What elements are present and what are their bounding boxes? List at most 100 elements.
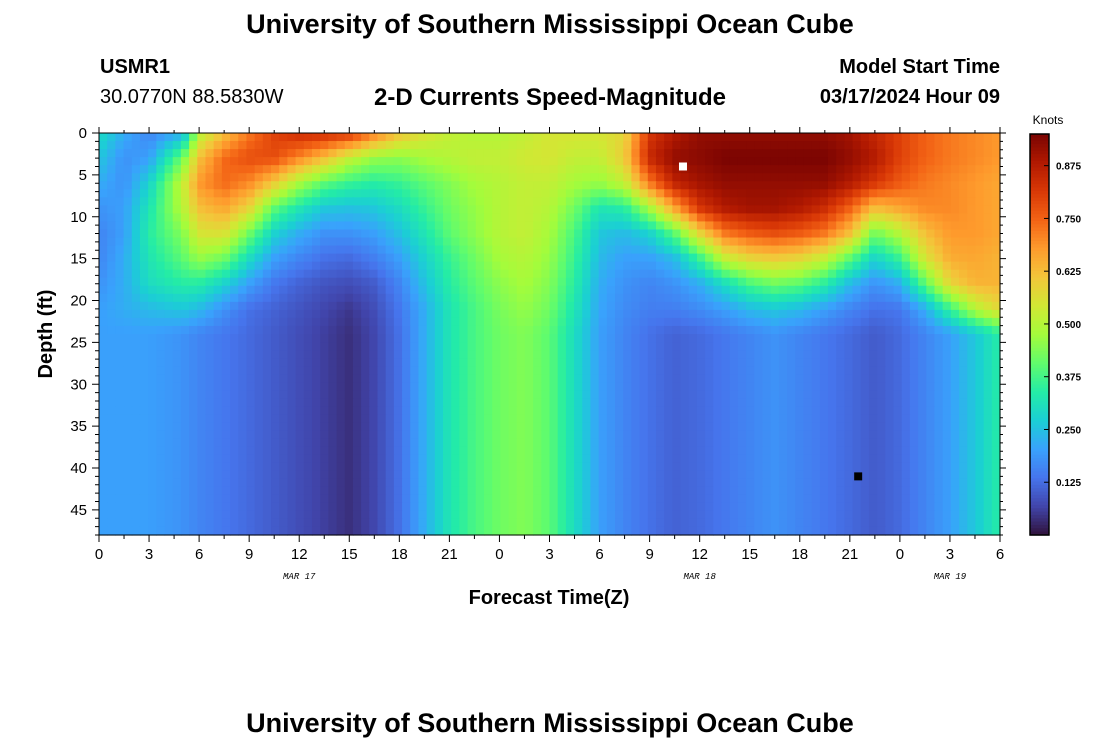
heatmap-cell [361, 342, 370, 351]
heatmap-cell [533, 422, 542, 432]
heatmap-cell [582, 309, 592, 319]
heatmap-cell [385, 414, 395, 424]
heatmap-cell [107, 141, 116, 150]
heatmap-cell [860, 398, 870, 407]
heatmap-cell [827, 350, 837, 359]
heatmap-cell [254, 334, 264, 343]
heatmap-cell [131, 189, 141, 198]
heatmap-cell [361, 422, 370, 432]
heatmap-cell [827, 446, 837, 456]
heatmap-cell [197, 462, 207, 472]
heatmap-cell [500, 173, 510, 182]
heatmap-cell [934, 149, 944, 158]
heatmap-cell [615, 374, 624, 383]
heatmap-cell [336, 462, 346, 472]
heatmap-cell [778, 181, 788, 190]
heatmap-cell [197, 229, 207, 239]
heatmap-cell [336, 494, 346, 504]
heatmap-cell [492, 221, 501, 231]
heatmap-cell [516, 438, 526, 448]
heatmap-cell [352, 205, 362, 214]
heatmap-cell [99, 350, 108, 359]
heatmap-cell [696, 197, 706, 206]
heatmap-cell [606, 414, 616, 424]
heatmap-cell [967, 237, 977, 247]
heatmap-cell [590, 478, 600, 488]
heatmap-cell [615, 414, 624, 424]
heatmap-cell [459, 309, 469, 319]
heatmap-cell [189, 253, 198, 263]
heatmap-cell [197, 141, 207, 150]
heatmap-cell [860, 189, 870, 198]
heatmap-cell [590, 414, 600, 424]
heatmap-cell [467, 422, 477, 432]
heatmap-cell [901, 285, 911, 295]
heatmap-cell [557, 309, 567, 319]
heatmap-cell [189, 350, 198, 359]
heatmap-cell [524, 454, 534, 464]
heatmap-cell [180, 398, 190, 407]
heatmap-cell [557, 350, 567, 359]
heatmap-cell [230, 446, 239, 456]
heatmap-cell [148, 213, 157, 223]
heatmap-cell [418, 430, 428, 440]
heatmap-cell [279, 470, 288, 480]
heatmap-cell [778, 398, 788, 407]
heatmap-cell [557, 342, 567, 351]
heatmap-cell [156, 414, 166, 424]
heatmap-cell [459, 245, 469, 255]
heatmap-cell [606, 189, 616, 198]
heatmap-cell [836, 277, 845, 287]
heatmap-cell [524, 317, 534, 327]
heatmap-cell [787, 414, 796, 424]
heatmap-cell [836, 398, 845, 407]
heatmap-cell [164, 197, 174, 206]
heatmap-cell [860, 261, 870, 271]
heatmap-cell [778, 269, 788, 279]
heatmap-cell [500, 390, 510, 399]
heatmap-cell [418, 213, 428, 223]
heatmap-cell [557, 181, 567, 190]
heatmap-cell [983, 382, 993, 391]
heatmap-cell [909, 430, 919, 440]
heatmap-cell [713, 189, 723, 198]
heatmap-cell [721, 301, 731, 311]
heatmap-cell [959, 438, 968, 448]
heatmap-cell [156, 205, 166, 214]
heatmap-cell [393, 157, 403, 166]
heatmap-cell [606, 229, 616, 239]
heatmap-cell [901, 173, 911, 182]
heatmap-cell [844, 285, 854, 295]
heatmap-cell [860, 374, 870, 383]
heatmap-cell [860, 237, 870, 247]
heatmap-cell [533, 478, 542, 488]
heatmap-cell [533, 334, 542, 343]
heatmap-cell [271, 197, 280, 206]
heatmap-cell [991, 317, 1001, 327]
heatmap-cell [639, 350, 649, 359]
heatmap-cell [746, 205, 755, 214]
heatmap-cell [631, 221, 641, 231]
heatmap-cell [434, 358, 444, 367]
heatmap-cell [803, 366, 813, 375]
heatmap-cell [443, 478, 452, 488]
heatmap-cell [901, 478, 911, 488]
heatmap-cell [549, 446, 559, 456]
heatmap-cell [926, 342, 936, 351]
heatmap-cell [590, 454, 600, 464]
heatmap-cell [336, 245, 346, 255]
heatmap-cell [893, 438, 903, 448]
heatmap-cell [615, 253, 624, 263]
heatmap-cell [770, 470, 780, 480]
heatmap-cell [557, 205, 567, 214]
heatmap-cell [991, 478, 1001, 488]
heatmap-cell [361, 494, 370, 504]
heatmap-cell [836, 317, 845, 327]
heatmap-cell [934, 197, 944, 206]
heatmap-cell [303, 422, 313, 432]
heatmap-cell [795, 269, 805, 279]
heatmap-cell [451, 366, 460, 375]
heatmap-cell [565, 141, 575, 150]
heatmap-cell [746, 165, 755, 174]
heatmap-cell [230, 301, 239, 311]
